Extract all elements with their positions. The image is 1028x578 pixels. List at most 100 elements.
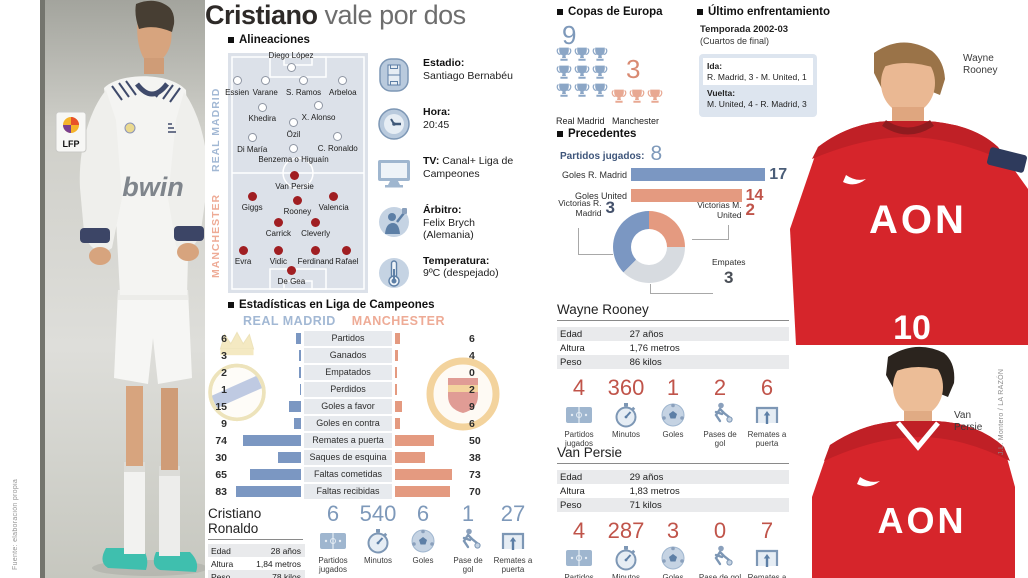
stat-label: Goles [412, 556, 434, 565]
copas-madrid-count: 9 [562, 20, 577, 50]
player-dot [247, 133, 257, 143]
last-meeting-results-box: Ida: R. Madrid, 3 - M. United, 1 Vuelta:… [699, 54, 817, 117]
cristiano-illustration: bwin LFP [40, 0, 208, 578]
trophy-icon [611, 88, 627, 104]
partidos-jugados-value: 8 [650, 142, 663, 165]
match-info-value: Canal+ Liga de Campeones [423, 155, 514, 180]
madrid-value: 9 [221, 417, 227, 430]
stat-value: 27 [500, 501, 526, 526]
player-stats-row: 4 Partidos jugados 287 Minutos 3 Goles 0 Pase d… [557, 520, 789, 578]
stats-row: 30 Saques de esquina 38 [205, 449, 537, 466]
player-dot [290, 170, 299, 180]
trophy-icon [556, 46, 572, 62]
bio-value: 1,83 metros [629, 485, 680, 497]
precedentes-bar-row: Goles R. Madrid 17 [557, 164, 787, 185]
stat-value: 4 [572, 518, 586, 543]
bio-value: 71 kilos [629, 499, 662, 511]
stat-item: 6 Goles [402, 503, 444, 574]
clock-icon [376, 106, 412, 142]
bio-value: 27 años [629, 328, 664, 340]
united-bar-track [395, 435, 465, 446]
united-bar [395, 384, 397, 395]
united-value: 38 [469, 451, 481, 464]
united-bar [395, 418, 400, 429]
player-name: Vidic [269, 257, 287, 267]
stat-item: 4 Partidos jugados [557, 520, 601, 578]
stat-label: Goles [662, 573, 684, 578]
madrid-bar-track [231, 401, 301, 412]
stat-item: 3 Goles [651, 520, 695, 578]
stat-label: Goles [662, 430, 684, 439]
stadium-icon [376, 57, 412, 93]
trophy-icon [592, 82, 608, 98]
stat-item: 360 Minutos [604, 377, 648, 448]
match-info-text: Hora: 20:45 [423, 106, 528, 131]
section-precedentes: Precedentes [557, 128, 636, 140]
player-dot [289, 118, 299, 128]
player-dot [333, 132, 343, 142]
bullet-icon [697, 9, 703, 15]
real-madrid-crest [206, 326, 268, 434]
stats-row-label: Perdidos [304, 382, 392, 397]
united-value: 50 [469, 434, 481, 447]
section-copas-de-europa: Copas de Europa [557, 6, 663, 18]
stats-row: 2 Empatados 0 [205, 364, 537, 381]
vanpersie-photo-label: Van Persie [954, 410, 983, 433]
stats-row-label: Remates a puerta [304, 433, 392, 448]
player-dot [292, 195, 302, 205]
bio-value: 78 kilos [272, 571, 301, 578]
stat-value: 287 [607, 518, 645, 543]
bio-row: Peso 78 kilos [208, 570, 305, 578]
leader-line [692, 225, 729, 240]
copas-madrid-trophies [556, 46, 612, 98]
section-title: Copas de Europa [568, 6, 663, 18]
player-dot [273, 245, 283, 255]
label-text: Empates [712, 257, 746, 267]
match-info-label: Estadio: [423, 57, 465, 69]
stat-label: Pases de gol [703, 430, 737, 449]
united-value: 4 [469, 349, 475, 362]
partidos-jugados-label: Partidos jugados: [560, 151, 645, 162]
stat-value: 6 [416, 501, 430, 526]
player-dot [247, 191, 257, 201]
player-dot [273, 217, 283, 227]
stat-label: Partidos jugados [564, 573, 594, 578]
match-info-label: Hora: [423, 106, 451, 118]
photo-wayne-rooney: AON 10 [790, 25, 1028, 347]
stat-item: 1 Goles [651, 377, 695, 448]
bio-label: Edad [560, 471, 583, 483]
player-name: C. Ronaldo [317, 143, 358, 153]
kick-icon [698, 545, 742, 571]
bar-value: 17 [769, 165, 788, 183]
ida-label: Ida: [707, 61, 723, 71]
player-name: Arbeloa [329, 87, 357, 97]
madrid-bar [299, 384, 301, 395]
madrid-bar [289, 401, 301, 412]
stats-row: 83 Faltas recibidas 70 [205, 483, 537, 500]
stats-row-label: Empatados [304, 365, 392, 380]
united-bar [395, 486, 450, 497]
bio-label: Peso [560, 499, 582, 511]
ida-score: R. Madrid, 3 - M. United, 1 [707, 71, 807, 82]
stat-item: 27 Remates a puerta [492, 501, 534, 575]
player-stats-row: 6 Partidos jugados 540 Minutos 6 Goles 1 Pase d… [312, 501, 534, 575]
match-info-value: Felix Brych (Alemania) [423, 216, 475, 242]
united-bar-track [395, 333, 465, 344]
temporada-label: Temporada 2002-03 [700, 24, 789, 35]
trophy-icon [556, 82, 572, 98]
stats-row-label: Goles en contra [304, 416, 392, 431]
vuelta-result: Vuelta: M. United, 4 - R. Madrid, 3 [703, 85, 813, 112]
trophy-icon [592, 64, 608, 80]
side-label-real-madrid: REAL MADRID [210, 87, 222, 173]
player-dot [286, 265, 296, 275]
victories-donut-chart [613, 211, 685, 283]
stat-item: 6 Partidos jugados [312, 503, 354, 575]
trophy-icon [556, 64, 572, 80]
united-bar-track [395, 350, 465, 361]
vanpersie-jersey-sponsor: AON [878, 500, 967, 541]
label-victorias-united: Victorias M. United 2 [697, 200, 755, 221]
bullet-icon [557, 131, 563, 137]
player-name: X. Alonso [301, 112, 336, 122]
madrid-bar-track [231, 452, 301, 463]
